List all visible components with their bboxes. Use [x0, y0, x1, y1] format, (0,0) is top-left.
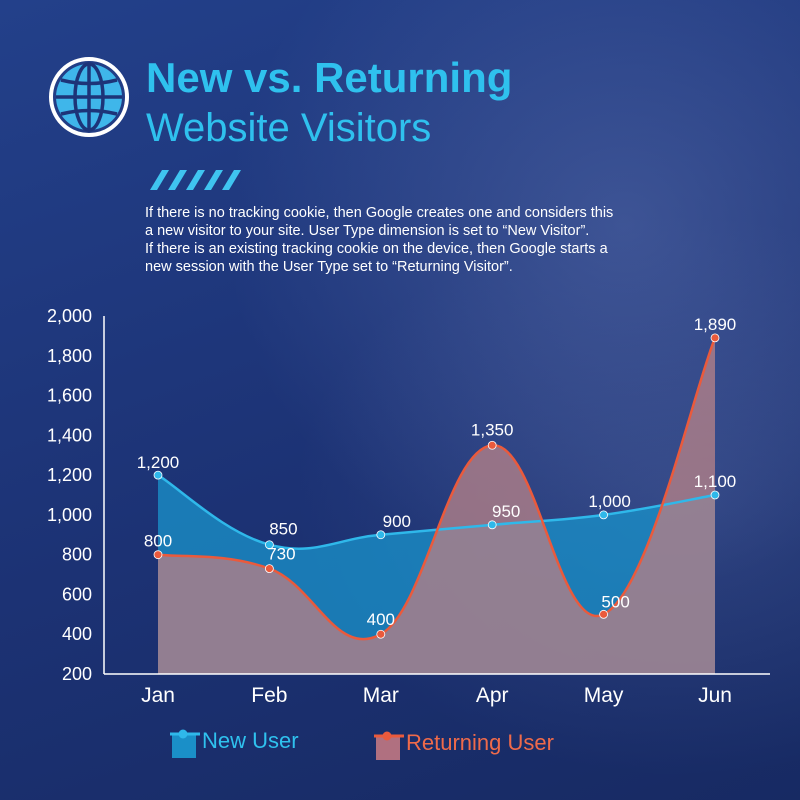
new-user-point	[376, 530, 386, 540]
y-tick-label: 600	[62, 584, 92, 604]
chart-subtitle: Website Visitors	[146, 106, 432, 150]
legend-label-new-user: New User	[202, 728, 299, 753]
description-line: new session with the User Type set to “R…	[145, 259, 513, 275]
legend-swatch-returning-user	[374, 731, 404, 760]
y-tick-label: 1,000	[47, 505, 92, 525]
legend-label-returning-user: Returning User	[406, 730, 554, 755]
y-tick-label: 400	[62, 624, 92, 644]
returning-user-line	[157, 337, 717, 641]
x-tick-label: Jun	[698, 684, 732, 707]
y-tick-label: 2,000	[47, 306, 92, 326]
y-tick-label: 200	[62, 664, 92, 684]
x-tick-label: Jan	[141, 684, 175, 707]
description-line: If there is an existing tracking cookie …	[145, 241, 608, 257]
new-user-line	[157, 474, 716, 550]
new-user-point	[487, 520, 497, 530]
y-tick-label: 1,600	[47, 386, 92, 406]
description: If there is no tracking cookie, then Goo…	[145, 204, 705, 276]
returning-user-point	[599, 609, 608, 619]
globe-icon	[49, 57, 129, 137]
x-tick-label: Apr	[476, 684, 509, 707]
x-tick-label: May	[584, 684, 624, 707]
returning-user-point	[153, 550, 163, 560]
returning-user-data-label: 1,890	[694, 315, 737, 334]
returning-user-data-label: 730	[267, 545, 295, 564]
new-user-data-label: 850	[269, 520, 297, 539]
new-user-data-label: 1,200	[137, 453, 180, 472]
new-user-data-label: 1,100	[694, 472, 737, 491]
new-user-point	[599, 510, 608, 520]
returning-user-data-label: 500	[601, 592, 629, 611]
returning-user-area	[158, 337, 715, 674]
y-tick-label: 1,800	[47, 346, 92, 366]
diagonal-stripes-decoration	[150, 170, 241, 190]
new-user-data-label: 900	[383, 512, 411, 531]
new-user-point	[264, 540, 274, 550]
returning-user-data-label: 800	[144, 532, 172, 551]
chart-title: New vs. Returning	[146, 54, 513, 101]
y-tick-label: 1,400	[47, 425, 92, 445]
returning-user-data-label: 400	[367, 610, 395, 629]
x-tick-label: Mar	[363, 684, 399, 707]
new-user-point	[710, 490, 720, 500]
description-line: a new visitor to your site. User Type di…	[145, 223, 590, 239]
returning-user-point	[264, 564, 274, 573]
new-user-point	[153, 470, 163, 480]
returning-user-point	[376, 629, 386, 639]
y-tick-label: 1,200	[47, 465, 92, 485]
y-tick-label: 800	[62, 545, 92, 565]
returning-user-point	[487, 440, 497, 450]
new-user-data-label: 950	[492, 502, 520, 521]
legend-swatch-new-user	[170, 729, 200, 758]
returning-user-point	[710, 333, 720, 343]
area-chart: 200 400 600 800 1,000 1,200 1,400 1,600 1,800 2,0…	[47, 306, 770, 707]
x-tick-label: Feb	[251, 684, 287, 707]
returning-user-data-label: 1,350	[471, 420, 514, 439]
description-line: If there is no tracking cookie, then Goo…	[145, 205, 614, 221]
new-user-data-label: 1,000	[588, 492, 631, 511]
